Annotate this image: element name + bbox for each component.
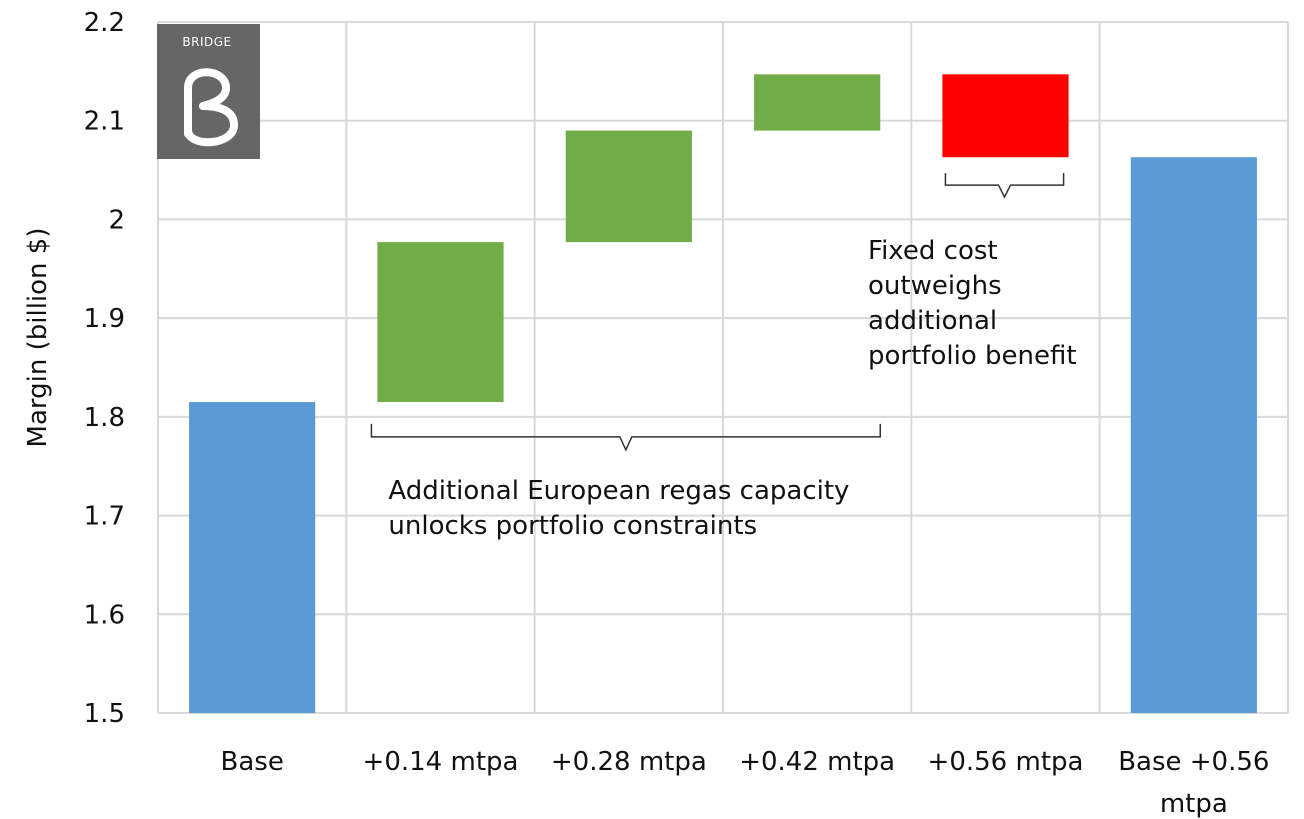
bar-decrease: [942, 74, 1069, 158]
bar-increase: [754, 74, 881, 131]
annotation-text: Fixed cost: [868, 236, 998, 266]
y-tick-label: 1.9: [84, 304, 125, 334]
x-category-label: +0.28 mtpa: [551, 747, 707, 777]
annotation-text: additional: [868, 306, 997, 336]
x-category-label: +0.56 mtpa: [928, 747, 1084, 777]
y-tick-label: 1.5: [84, 699, 125, 729]
annotation-text: unlocks portfolio constraints: [388, 511, 757, 541]
x-category-label: Base: [221, 747, 284, 777]
y-axis-label: Margin (billion $): [23, 228, 53, 448]
y-tick-label: 1.6: [84, 600, 125, 630]
y-tick-label: 2: [108, 205, 125, 235]
y-tick-label: 2.1: [84, 107, 125, 137]
annotation-text: outweighs: [868, 271, 1002, 301]
bar-total: [1130, 157, 1257, 713]
annotation-text: Additional European regas capacity: [388, 476, 849, 506]
bridge-logo-icon: [184, 68, 238, 147]
bridge-logo: [157, 24, 260, 159]
bar-total: [189, 402, 316, 713]
y-tick-label: 1.7: [84, 502, 125, 532]
bar-increase: [377, 242, 504, 403]
bracket-annotation: [944, 173, 1065, 199]
x-category-label: +0.14 mtpa: [363, 747, 519, 777]
x-category-label: +0.42 mtpa: [739, 747, 895, 777]
bridge-logo-text: BRIDGE: [182, 35, 231, 49]
annotation-text: portfolio benefit: [868, 341, 1077, 371]
bar-increase: [565, 130, 692, 243]
y-tick-label: 1.8: [84, 403, 125, 433]
bracket-annotation: [370, 423, 882, 452]
y-tick-label: 2.2: [84, 8, 125, 38]
x-category-label: Base +0.56 mtpa: [1118, 747, 1269, 819]
